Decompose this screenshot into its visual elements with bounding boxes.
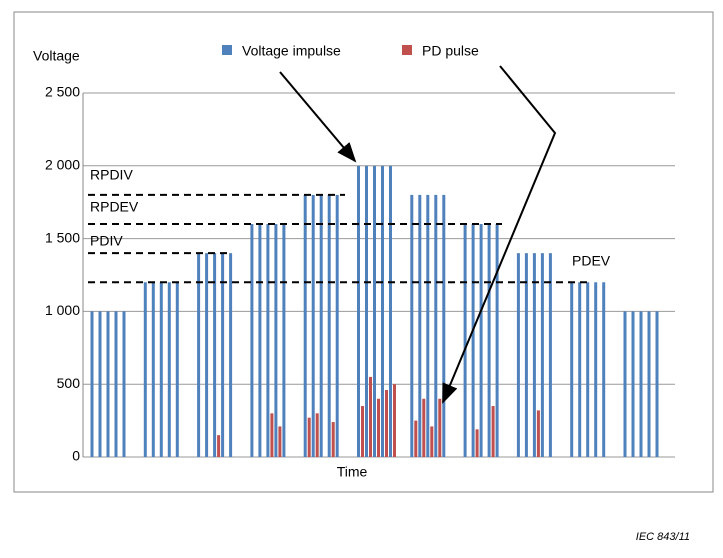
impulse-bar: [463, 224, 467, 457]
pd-bar: [475, 429, 479, 457]
pd-bar: [385, 390, 388, 457]
pd-bar: [315, 413, 319, 457]
y-tick-label: 2 000: [45, 157, 80, 173]
pd-bar: [430, 426, 434, 457]
impulse-bar: [229, 253, 233, 457]
impulse-bar: [159, 282, 163, 457]
impulse-bar: [205, 253, 209, 457]
impulse-bar: [655, 311, 659, 457]
impulse-bar: [282, 224, 286, 457]
pd-bar: [369, 376, 372, 457]
frame: [13, 11, 714, 493]
impulse-bar: [586, 282, 590, 457]
impulse-bar: [381, 165, 384, 458]
impulse-bar: [647, 311, 651, 457]
impulse-bar: [274, 224, 278, 457]
impulse-bar: [426, 194, 430, 458]
legend-swatch: [222, 45, 232, 55]
impulse-bar: [389, 165, 392, 458]
impulse-bar: [418, 194, 422, 458]
impulse-bar: [311, 194, 315, 458]
impulse-bar: [639, 311, 643, 457]
impulse-bar: [90, 311, 94, 457]
impulse-bar: [524, 253, 528, 457]
impulse-bar: [197, 253, 201, 457]
y-tick-label: 2 500: [45, 84, 80, 100]
impulse-bar: [602, 282, 606, 457]
pd-bar: [393, 384, 396, 457]
impulse-bar: [266, 224, 270, 457]
impulse-bar: [221, 253, 225, 457]
impulse-bar: [151, 282, 155, 457]
impulse-bar: [143, 282, 147, 457]
impulse-bar: [303, 194, 307, 458]
y-tick-label: 0: [72, 448, 80, 464]
pd-bar: [438, 398, 442, 457]
impulse-bar: [623, 311, 627, 457]
impulse-bar: [516, 253, 520, 457]
pd-bar: [536, 410, 540, 457]
threshold-label: PDEV: [572, 253, 611, 269]
impulse-bar: [250, 224, 254, 457]
pd-bar: [361, 406, 364, 457]
pd-bar: [331, 422, 335, 457]
impulse-bar: [540, 253, 544, 457]
pd-bar: [414, 420, 418, 457]
impulse-bar: [471, 224, 475, 457]
impulse-bar: [373, 165, 376, 458]
y-tick-label: 1 500: [45, 229, 80, 245]
x-axis-label: Time: [337, 464, 368, 480]
impulse-bar: [548, 253, 552, 457]
threshold-label: RPDIV: [90, 167, 133, 183]
impulse-bar: [335, 194, 339, 458]
legend-swatch: [402, 45, 412, 55]
impulse-bar: [357, 165, 360, 458]
footer: IEC 843/11: [636, 531, 690, 543]
legend-label: PD pulse: [422, 43, 479, 59]
impulse-bar: [122, 311, 126, 457]
impulse-bar: [175, 282, 179, 457]
impulse-bar: [213, 253, 217, 457]
threshold-label: PDIV: [90, 233, 123, 249]
impulse-bar: [98, 311, 102, 457]
y-axis-label: Voltage: [33, 48, 80, 64]
impulse-bar: [570, 282, 574, 457]
impulse-bar: [365, 165, 368, 458]
impulse-bar: [495, 224, 499, 457]
arrow: [442, 65, 557, 404]
impulse-bar: [167, 282, 171, 457]
pd-bar: [270, 413, 274, 457]
impulse-bar: [578, 282, 582, 457]
impulse-bar: [114, 311, 118, 457]
y-tick-label: 1 000: [45, 302, 80, 318]
impulse-bar: [319, 194, 323, 458]
impulse-bar: [410, 194, 414, 458]
arrow: [279, 71, 357, 163]
impulse-bar: [106, 311, 110, 457]
impulse-bar: [442, 194, 446, 458]
impulse-bar: [631, 311, 635, 457]
impulse-bar: [327, 194, 331, 458]
pd-bar: [307, 417, 311, 457]
impulse-bar: [479, 224, 483, 457]
impulse-bar: [532, 253, 536, 457]
impulse-bar: [258, 224, 262, 457]
legend-label: Voltage impulse: [242, 43, 341, 59]
pd-bar: [278, 426, 282, 457]
plot: 0 500 1 000 1 500 2 000 2 500 RPDIV RPDEV PDIV PD…: [45, 84, 675, 464]
impulse-bar: [594, 282, 598, 457]
pd-bar: [217, 435, 221, 457]
threshold-label: RPDEV: [90, 199, 139, 215]
pd-bar: [491, 406, 495, 457]
pd-bar: [377, 398, 380, 457]
impulse-bar: [434, 194, 438, 458]
impulse-bar: [487, 224, 491, 457]
y-tick-label: 500: [57, 375, 81, 391]
pd-bar: [422, 398, 426, 457]
